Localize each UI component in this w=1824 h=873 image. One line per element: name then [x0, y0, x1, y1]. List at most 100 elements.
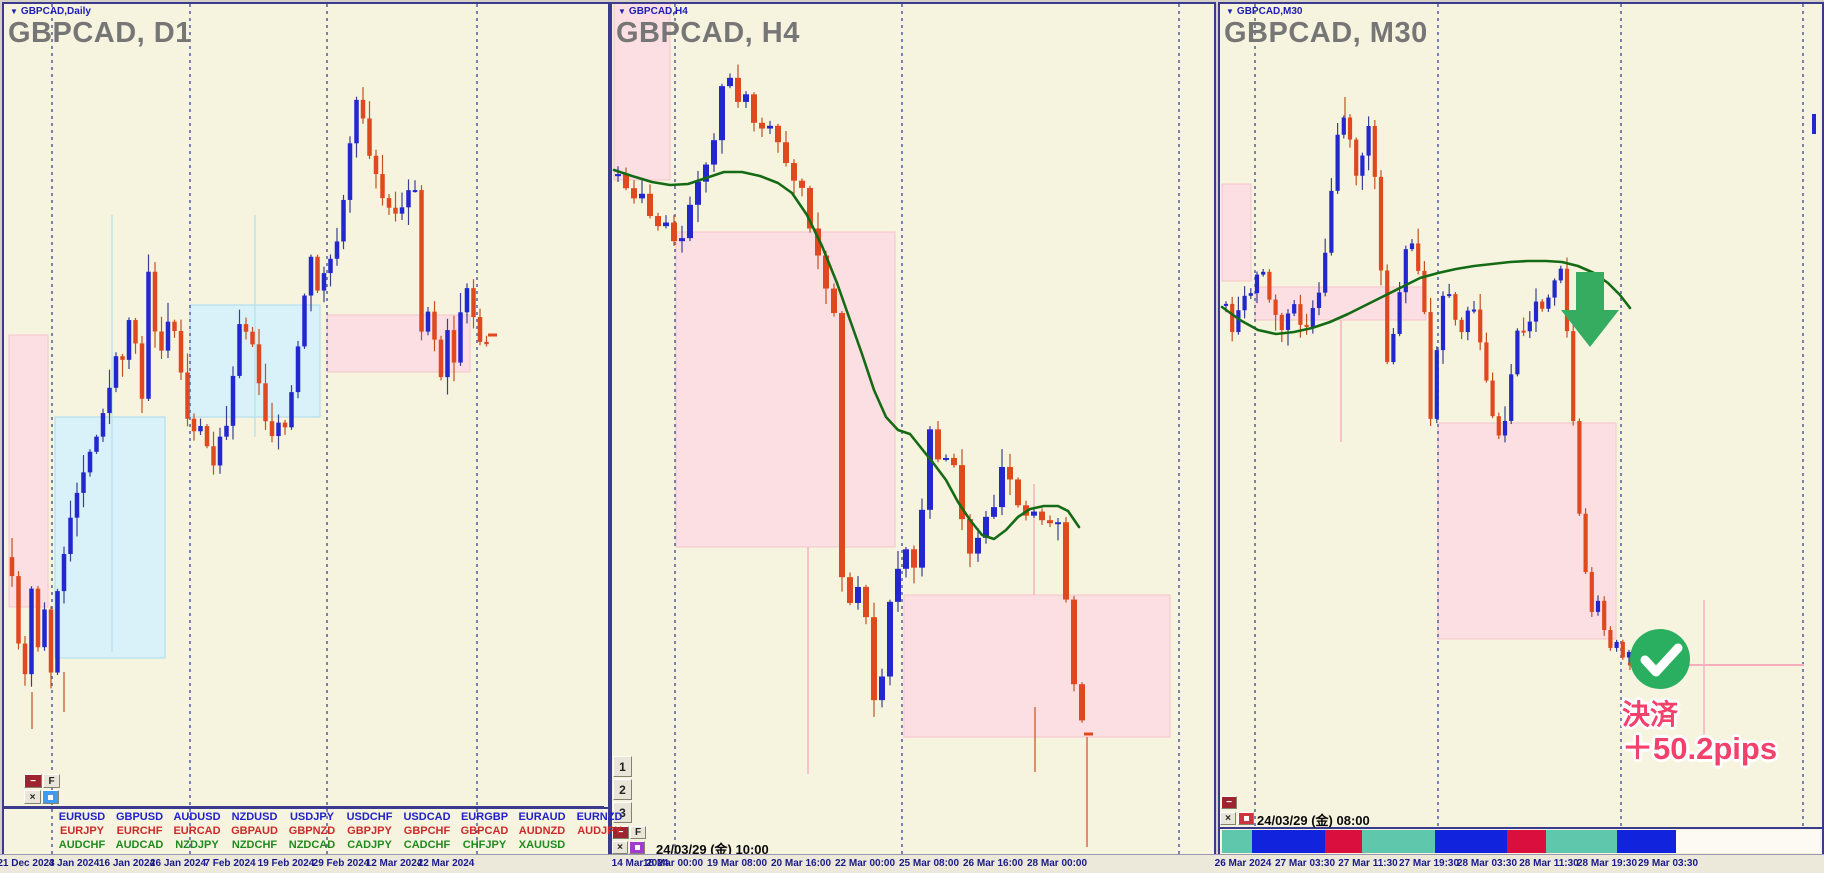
candle-timestamp: 24/03/29 (金) 08:00: [1257, 813, 1370, 828]
axis-date-label: 28 Mar 03:30: [1456, 858, 1518, 869]
candle-bull: [1527, 321, 1532, 332]
candle-bull: [1323, 252, 1328, 293]
chart-panel-d1[interactable]: [2, 2, 610, 856]
preset-button-2[interactable]: 2: [613, 779, 632, 800]
axis-date-label: 21 Dec 2023: [0, 858, 55, 869]
indicator-dot-button[interactable]: [629, 841, 645, 854]
checkmark-circle-icon: [1630, 629, 1690, 689]
candle-bear: [935, 429, 941, 460]
zone-box-pink: [1221, 183, 1252, 282]
candle-bear: [1484, 342, 1489, 381]
candle-bull: [1366, 125, 1371, 156]
candle-bear: [1279, 314, 1284, 330]
chart-canvas-m30[interactable]: [1220, 4, 1822, 854]
candle-bull: [445, 330, 450, 378]
axis-date-label: 26 Mar 2024: [1214, 858, 1272, 869]
trend-bar-segment-blue: [1252, 830, 1325, 853]
symbol-cell-eurnzd: EURNZD: [576, 811, 623, 823]
candle-bear: [1490, 380, 1495, 417]
candle-bull: [126, 320, 132, 360]
minimize-button[interactable]: −: [1221, 796, 1237, 809]
preset-button-1[interactable]: 1: [613, 756, 632, 777]
chart-canvas-d1[interactable]: [4, 4, 608, 854]
candle-bear: [1577, 421, 1582, 514]
tab-gbpcad-daily[interactable]: ▼ GBPCAD,Daily: [10, 6, 91, 17]
trend-bar-segment-teal: [1362, 830, 1435, 853]
candle-bear: [9, 557, 15, 577]
candle-bull: [999, 467, 1005, 508]
f-button[interactable]: F: [630, 826, 646, 839]
candle-bull: [1248, 293, 1253, 296]
symbol-cell-audcad: AUDCAD: [115, 839, 164, 851]
close-button[interactable]: ×: [612, 841, 628, 854]
preset-button-3[interactable]: 3: [613, 802, 632, 823]
symbol-cell-eurjpy: EURJPY: [59, 825, 105, 837]
axis-date-label: 27 Mar 19:30: [1398, 858, 1460, 869]
candle-bear: [1015, 479, 1021, 506]
candle-bull: [1285, 313, 1291, 330]
close-button[interactable]: ×: [1220, 812, 1236, 825]
moving-average-line: [612, 168, 1081, 541]
symbol-cell-gbpaud: GBPAUD: [231, 825, 278, 837]
candle-bull: [94, 436, 99, 452]
candle-bull: [237, 324, 242, 376]
symbol-cell-nzdjpy: NZDJPY: [175, 839, 219, 851]
candle-bull: [639, 193, 645, 199]
chart-canvas-h4[interactable]: [612, 4, 1214, 854]
candle-bull: [767, 125, 773, 129]
candle-bear: [1571, 331, 1576, 422]
minimize-button[interactable]: −: [612, 826, 629, 839]
candle-bull: [743, 94, 749, 102]
axis-date-label: 26 Mar 16:00: [962, 858, 1024, 869]
candle-bear: [451, 330, 457, 363]
candle-bull: [55, 591, 60, 673]
symbol-cell-gbpchf: GBPCHF: [403, 825, 451, 837]
candle-bear: [484, 341, 489, 345]
close-button[interactable]: ×: [24, 790, 41, 804]
candle-bear: [393, 207, 398, 214]
tab-gbpcad-h4[interactable]: ▼ GBPCAD,H4: [618, 6, 688, 17]
axis-date-label: 16 Jan 2024: [98, 858, 156, 869]
symbol-cell-usdchf: USDCHF: [346, 811, 393, 823]
candle-bull: [321, 273, 327, 291]
candle-bull: [855, 586, 861, 603]
candle-bear: [1589, 572, 1594, 612]
f-button[interactable]: F: [43, 774, 60, 788]
edge-candle-fragment: [1812, 114, 1816, 134]
chart-panel-h4[interactable]: [610, 2, 1216, 856]
chart-panel-m30[interactable]: [1218, 2, 1824, 856]
candle-bear: [178, 331, 184, 373]
indicator-dot-button[interactable]: [1238, 812, 1254, 825]
exit-label-line1: 決済: [1622, 699, 1679, 730]
symbol-cell-eurgbp: EURGBP: [460, 811, 509, 823]
candle-bear: [282, 422, 288, 428]
candle-bear: [419, 190, 424, 332]
candle-bear: [432, 311, 437, 340]
candle-bull: [81, 472, 86, 493]
candle-bear: [1007, 467, 1013, 480]
indicator-dot-button[interactable]: [42, 790, 59, 804]
candle-bull: [1558, 268, 1563, 281]
candle-bull: [1552, 280, 1557, 298]
symbol-cell-cadchf: CADCHF: [403, 839, 451, 851]
minimize-button[interactable]: −: [24, 774, 42, 788]
candle-bull: [687, 204, 693, 239]
axis-date-label: 14 Mar 2024: [611, 858, 669, 869]
candle-bear: [1422, 270, 1427, 313]
candle-bear: [863, 586, 869, 618]
candle-bull: [1471, 309, 1477, 312]
candle-bear: [791, 163, 797, 181]
tab-label: GBPCAD,H4: [628, 6, 688, 17]
tab-gbpcad-m30[interactable]: ▼ GBPCAD,M30: [1226, 6, 1303, 17]
symbol-cell-nzdusd: NZDUSD: [231, 811, 278, 823]
candle-bear: [133, 320, 138, 344]
candle-bear: [1478, 309, 1483, 343]
candle-bear: [1459, 319, 1464, 333]
candle-bear: [386, 198, 392, 208]
candle-bear: [211, 446, 216, 466]
chevron-down-icon: ▼: [618, 7, 626, 16]
candle-bear: [1428, 312, 1433, 419]
candle-bull: [1626, 651, 1632, 658]
chart-title-d1: GBPCAD, D1: [8, 17, 192, 49]
